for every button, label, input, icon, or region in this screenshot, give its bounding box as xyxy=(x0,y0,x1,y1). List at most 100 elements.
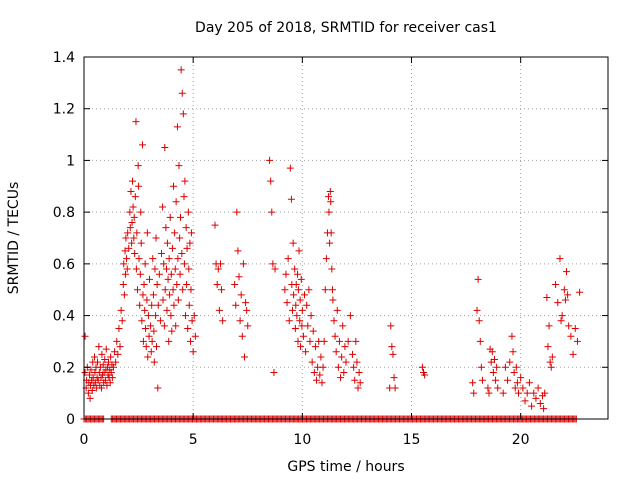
data-point xyxy=(283,299,291,307)
data-point xyxy=(219,317,227,325)
data-point xyxy=(171,229,179,237)
data-point xyxy=(134,162,142,170)
data-point xyxy=(149,255,157,263)
data-point xyxy=(547,363,555,371)
data-point xyxy=(123,265,131,273)
data-point xyxy=(307,312,315,320)
data-point xyxy=(320,337,328,345)
data-point xyxy=(141,306,149,314)
data-point xyxy=(339,322,347,330)
data-point xyxy=(180,193,188,201)
data-point xyxy=(350,363,358,371)
data-point xyxy=(304,322,312,330)
data-point xyxy=(294,337,302,345)
data-point xyxy=(303,301,311,309)
data-point xyxy=(335,337,343,345)
data-point xyxy=(113,337,121,345)
data-point xyxy=(233,208,241,216)
data-point xyxy=(242,299,250,307)
data-point xyxy=(536,399,544,407)
data-point xyxy=(310,368,318,376)
data-point xyxy=(95,343,103,351)
data-point xyxy=(170,301,178,309)
data-point xyxy=(102,345,110,353)
data-point xyxy=(146,275,153,283)
data-point xyxy=(489,368,497,376)
data-point xyxy=(236,317,244,325)
data-point xyxy=(556,255,564,263)
data-point xyxy=(356,379,364,387)
data-point xyxy=(215,306,223,314)
data-point xyxy=(517,374,525,382)
data-point xyxy=(305,286,313,294)
data-point xyxy=(421,371,429,379)
data-point xyxy=(351,376,359,384)
data-point xyxy=(123,255,131,263)
data-point xyxy=(301,291,309,299)
data-point xyxy=(126,208,134,216)
data-point xyxy=(187,229,195,237)
data-point xyxy=(153,281,161,289)
data-point xyxy=(330,317,338,325)
data-point xyxy=(135,182,143,190)
data-point xyxy=(346,312,354,320)
data-point xyxy=(290,291,298,299)
data-point xyxy=(149,291,157,299)
data-point xyxy=(187,337,195,345)
data-point xyxy=(131,250,139,258)
data-point xyxy=(563,268,571,276)
data-point xyxy=(176,270,184,278)
data-point xyxy=(308,358,316,366)
data-point xyxy=(558,312,566,320)
x-tick-label: 5 xyxy=(189,432,198,448)
data-point xyxy=(352,337,360,345)
data-point xyxy=(266,156,274,164)
data-point xyxy=(190,312,198,320)
data-point xyxy=(476,337,484,345)
data-point xyxy=(152,312,160,320)
data-point xyxy=(296,317,304,325)
data-point xyxy=(243,306,251,314)
data-point xyxy=(136,270,144,278)
data-point xyxy=(94,358,102,366)
data-point xyxy=(334,363,342,371)
data-point xyxy=(116,343,124,351)
data-point xyxy=(509,348,517,356)
data-point xyxy=(354,384,362,392)
data-point xyxy=(289,306,297,314)
data-point xyxy=(327,198,335,206)
data-point xyxy=(112,358,120,366)
data-point xyxy=(173,281,181,289)
data-point xyxy=(128,177,136,185)
data-point xyxy=(332,348,340,356)
data-point xyxy=(164,275,172,283)
data-point xyxy=(234,247,242,255)
data-point xyxy=(299,332,307,340)
data-point xyxy=(115,325,123,332)
data-point xyxy=(353,358,361,366)
data-point xyxy=(281,286,289,294)
data-point xyxy=(337,374,345,382)
data-point xyxy=(530,389,538,397)
data-point xyxy=(325,208,333,216)
data-point xyxy=(298,322,306,330)
data-point xyxy=(232,301,240,309)
data-point xyxy=(163,306,171,314)
data-point xyxy=(180,260,188,268)
data-point xyxy=(349,350,357,358)
data-point xyxy=(493,363,501,371)
data-point xyxy=(231,281,239,289)
data-point xyxy=(306,337,314,345)
data-point xyxy=(321,286,329,294)
y-tick-label: 0.2 xyxy=(53,360,75,376)
data-point xyxy=(534,384,542,392)
data-point xyxy=(172,322,180,330)
y-tick-label: 1.2 xyxy=(53,102,75,118)
data-point xyxy=(388,343,396,351)
data-point xyxy=(285,317,293,325)
data-point xyxy=(521,397,529,405)
data-point xyxy=(418,363,426,371)
data-point xyxy=(88,387,96,395)
data-point xyxy=(168,327,176,335)
data-point xyxy=(160,322,168,330)
